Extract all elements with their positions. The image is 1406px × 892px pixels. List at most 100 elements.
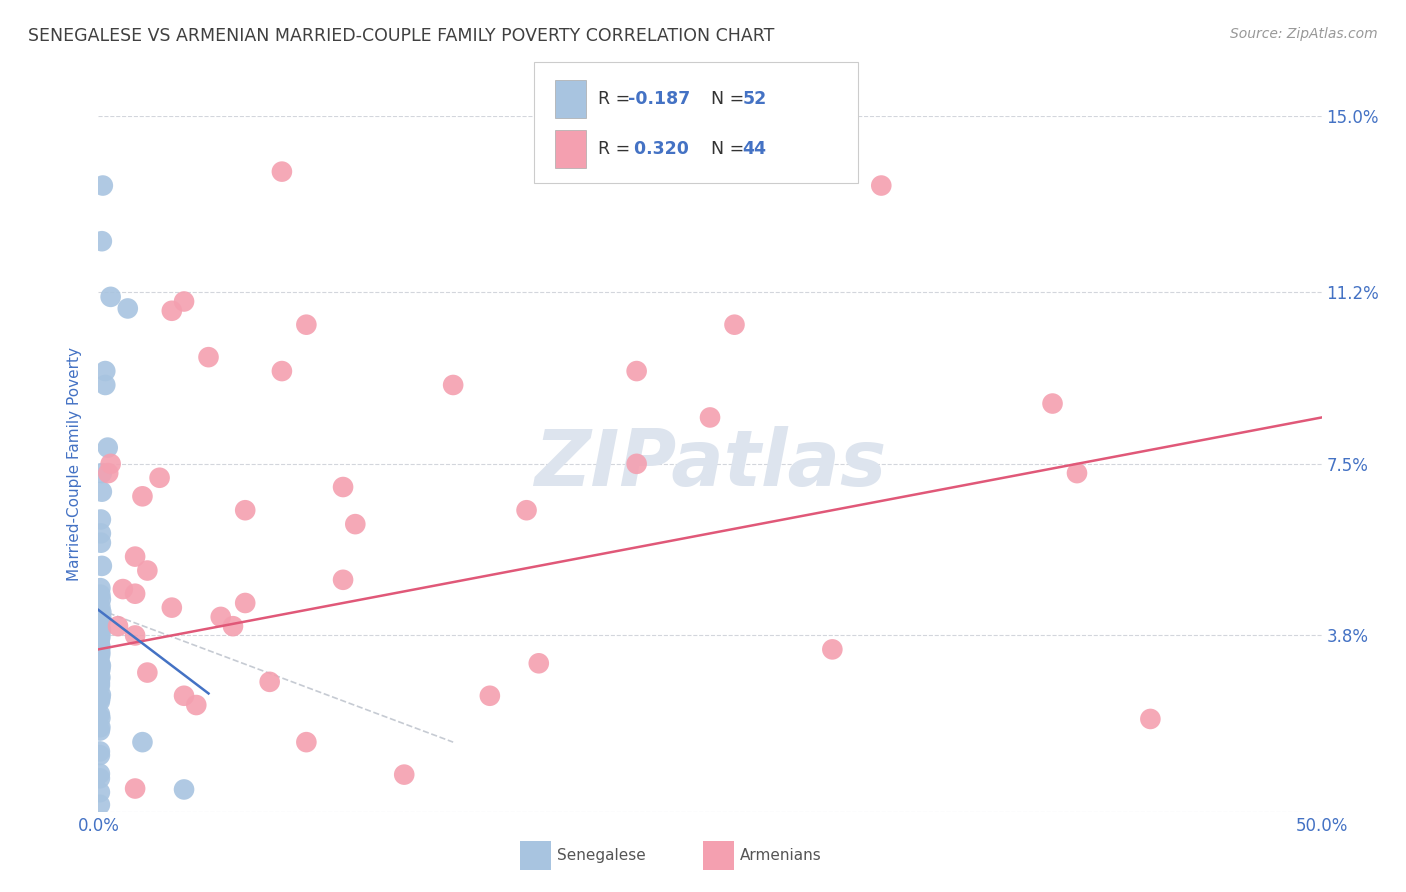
Point <box>111 582 134 596</box>
Text: R =: R = <box>598 90 636 108</box>
Point <box>89 723 111 738</box>
Point <box>89 744 111 758</box>
Point <box>392 767 416 781</box>
Point <box>233 596 256 610</box>
Point <box>270 164 294 178</box>
Point <box>89 646 111 660</box>
Point <box>259 674 281 689</box>
Point <box>173 689 195 703</box>
Point <box>90 234 112 248</box>
Point <box>89 643 111 657</box>
Point <box>441 378 464 392</box>
Point <box>90 611 112 625</box>
Point <box>124 781 146 796</box>
Point <box>89 694 111 708</box>
Point <box>89 720 111 734</box>
Point <box>89 581 111 595</box>
Point <box>173 294 195 309</box>
Point <box>107 619 129 633</box>
Point <box>89 711 111 725</box>
Point <box>89 766 111 780</box>
Text: -0.187: -0.187 <box>628 90 690 108</box>
Text: 52: 52 <box>742 90 766 108</box>
Point <box>90 526 112 541</box>
Point <box>295 318 318 332</box>
Point <box>160 303 183 318</box>
Point <box>124 587 146 601</box>
Point <box>89 662 111 676</box>
Point <box>527 657 550 671</box>
Point <box>90 558 112 573</box>
Point <box>97 466 120 480</box>
Point <box>89 599 111 614</box>
Point <box>89 772 111 786</box>
Point <box>699 410 721 425</box>
Point <box>90 484 112 499</box>
Point <box>100 457 122 471</box>
Y-axis label: Married-Couple Family Poverty: Married-Couple Family Poverty <box>66 347 82 581</box>
Point <box>478 689 501 703</box>
Point <box>89 657 111 671</box>
Text: N =: N = <box>700 140 749 158</box>
Point <box>89 632 111 647</box>
Point <box>117 301 139 316</box>
Point <box>89 707 111 722</box>
Point <box>90 658 112 673</box>
Text: Armenians: Armenians <box>740 848 821 863</box>
Point <box>94 378 117 392</box>
Point <box>90 512 112 526</box>
Point <box>131 489 153 503</box>
Point <box>89 675 111 690</box>
Point <box>89 670 111 684</box>
Point <box>136 665 159 680</box>
Point <box>209 610 232 624</box>
Point <box>222 619 245 633</box>
Point <box>90 535 112 549</box>
Point <box>149 471 172 485</box>
Point <box>136 564 159 578</box>
Point <box>344 517 367 532</box>
Point <box>89 649 111 664</box>
Point <box>90 592 112 607</box>
Point <box>516 503 538 517</box>
Point <box>89 640 111 654</box>
Text: 44: 44 <box>742 140 766 158</box>
Text: 0.320: 0.320 <box>628 140 689 158</box>
Point <box>90 623 112 637</box>
Point <box>90 466 112 480</box>
Point <box>160 600 183 615</box>
Point <box>89 748 111 763</box>
Point <box>626 364 648 378</box>
Text: Source: ZipAtlas.com: Source: ZipAtlas.com <box>1230 27 1378 41</box>
Point <box>89 679 111 693</box>
Point <box>100 290 122 304</box>
Point <box>94 364 117 378</box>
Point <box>89 588 111 602</box>
Point <box>90 605 112 619</box>
Point <box>821 642 844 657</box>
Point <box>89 797 111 812</box>
Point <box>332 573 354 587</box>
Point <box>97 441 120 455</box>
Point <box>89 629 111 643</box>
Text: N =: N = <box>700 90 749 108</box>
Point <box>89 665 111 679</box>
Point <box>89 785 111 799</box>
Text: R =: R = <box>598 140 636 158</box>
Point <box>89 673 111 687</box>
Point <box>89 638 111 652</box>
Point <box>91 178 114 193</box>
Point <box>870 178 893 193</box>
Point <box>197 350 219 364</box>
Point <box>270 364 294 378</box>
Point <box>233 503 256 517</box>
Point <box>332 480 354 494</box>
Point <box>89 691 111 706</box>
Text: ZIPatlas: ZIPatlas <box>534 425 886 502</box>
Point <box>124 628 146 642</box>
Point <box>626 457 648 471</box>
Point <box>295 735 318 749</box>
Point <box>131 735 153 749</box>
Point <box>89 626 111 640</box>
Point <box>1139 712 1161 726</box>
